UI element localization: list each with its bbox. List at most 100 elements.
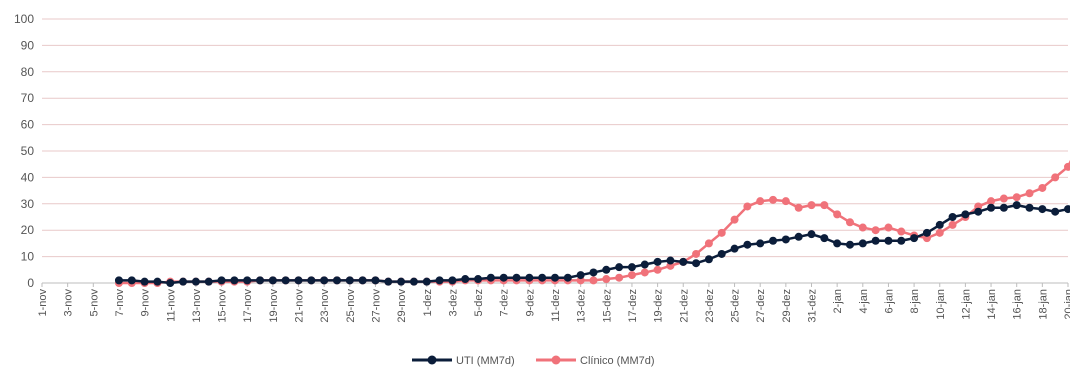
data-point-uti [114,276,123,285]
x-tick-label: 9-dez [524,289,536,317]
data-point-clinico [807,201,816,210]
x-tick-label: 23-nov [319,289,331,323]
data-point-uti [281,276,290,285]
data-point-clinico [615,273,624,282]
data-point-uti [615,263,624,272]
data-point-uti [435,276,444,285]
data-point-uti [499,273,508,282]
data-point-uti [653,257,662,266]
data-point-uti [640,260,649,269]
data-point-uti [1038,205,1047,214]
data-point-uti [769,236,778,245]
x-tick-label: 31-dez [807,289,819,323]
x-tick-label: 17-dez [627,289,639,323]
data-point-clinico [948,220,957,229]
x-tick-label: 29-dez [781,289,793,323]
x-tick-label: 4-jan [858,289,870,313]
x-tick-label: 11-dez [550,289,562,322]
data-point-clinico [704,239,713,248]
x-tick-label: 13-nov [191,289,203,323]
x-tick-label: 18-jan [1037,289,1049,320]
legend-label: UTI (MM7d) [456,355,515,367]
data-point-uti [538,273,547,282]
x-tick-label: 17-nov [242,289,254,323]
data-point-clinico [1012,193,1021,202]
data-point-clinico [692,249,701,258]
x-tick-label: 15-dez [601,289,613,323]
y-tick-label: 10 [21,250,35,264]
y-tick-label: 90 [21,38,35,52]
data-point-clinico [897,227,906,236]
x-tick-label: 5-dez [473,289,485,317]
data-point-uti [358,276,367,285]
data-point-uti [666,256,675,265]
data-point-clinico [820,201,829,210]
x-tick-label: 5-nov [88,289,100,317]
x-tick-label: 19-dez [653,289,665,323]
data-point-clinico [858,223,867,232]
data-point-uti [999,203,1008,212]
data-point-uti [204,277,213,286]
x-tick-label: 3-dez [447,289,459,317]
x-tick-label: 3-nov [63,289,75,317]
data-point-uti [948,213,957,221]
x-tick-label: 27-nov [370,289,382,323]
data-point-uti [422,277,431,286]
data-point-uti [268,276,277,285]
x-tick-label: 19-nov [268,289,280,323]
data-point-uti [756,239,765,248]
data-point-uti [820,234,829,243]
data-point-uti [589,268,598,277]
data-point-uti [845,240,854,249]
x-tick-label: 25-nov [345,289,357,323]
data-point-uti [525,273,534,282]
x-tick-label: 13-dez [576,289,588,323]
x-tick-label: 10-jan [935,289,947,320]
data-point-uti [974,207,983,216]
data-point-uti [397,277,406,286]
x-tick-label: 27-dez [755,289,767,323]
data-point-uti [871,236,880,245]
data-point-uti [127,276,136,285]
x-tick-label: 15-nov [217,289,229,323]
x-tick-label: 29-nov [396,289,408,323]
data-point-uti [140,277,149,286]
data-point-uti [807,230,816,239]
data-point-uti [217,276,226,285]
data-point-uti [166,279,175,287]
data-point-clinico [871,226,880,235]
data-point-uti [474,275,483,284]
data-point-clinico [845,218,854,227]
x-tick-label: 7-dez [499,289,511,317]
data-point-uti [781,235,790,244]
data-point-uti [897,236,906,245]
x-tick-label: 12-jan [960,289,972,320]
data-point-clinico [1038,183,1047,192]
x-tick-label: 21-dez [678,289,690,323]
data-point-clinico [730,215,739,224]
data-point-uti [294,276,303,285]
data-point-uti [602,265,611,274]
data-point-uti [692,259,701,268]
data-point-uti [461,275,470,284]
x-tick-label: 8-jan [909,289,921,313]
data-point-uti [576,271,585,280]
data-point-uti [730,244,739,253]
y-tick-label: 100 [14,12,34,26]
x-tick-label: 6-jan [883,289,895,313]
data-point-clinico [627,271,636,280]
data-point-clinico [769,195,778,204]
data-point-uti [743,240,752,249]
x-tick-label: 21-nov [294,289,306,323]
data-point-uti [833,239,842,248]
data-point-clinico [653,265,662,274]
x-tick-label: 16-jan [1012,289,1024,320]
data-point-clinico [602,275,611,284]
data-point-clinico [1025,189,1034,198]
data-point-uti [179,277,188,286]
data-point-uti [486,273,495,282]
legend-marker [551,355,561,365]
data-point-uti [256,276,265,285]
